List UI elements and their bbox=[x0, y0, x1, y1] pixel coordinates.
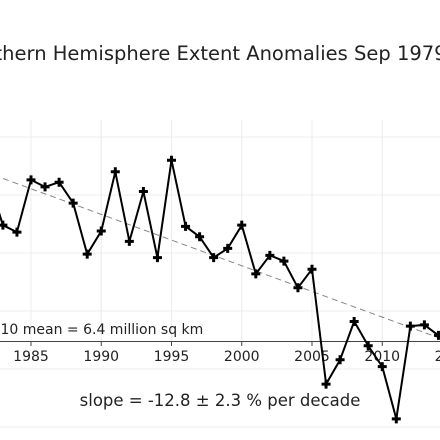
grid-lines bbox=[0, 120, 440, 428]
data-point bbox=[110, 167, 120, 177]
data-point bbox=[251, 269, 261, 279]
data-point bbox=[82, 249, 92, 259]
data-point bbox=[40, 182, 50, 192]
data-point bbox=[0, 220, 8, 230]
data-point bbox=[307, 264, 317, 274]
data-point bbox=[152, 253, 162, 263]
x-tick-label: 1990 bbox=[83, 349, 119, 365]
data-point bbox=[181, 221, 191, 231]
data-point bbox=[433, 330, 440, 340]
x-tick-label: 2015 bbox=[435, 349, 440, 365]
data-point bbox=[405, 321, 415, 331]
data-point bbox=[391, 414, 401, 424]
data-point bbox=[419, 320, 429, 330]
data-point bbox=[223, 243, 233, 253]
data-point bbox=[349, 316, 359, 326]
data-point bbox=[293, 283, 303, 293]
data-point bbox=[54, 177, 64, 187]
data-point bbox=[321, 379, 331, 389]
slope-label: slope = -12.8 ± 2.3 % per decade bbox=[80, 391, 361, 410]
mean-annotation: 1981-2010 mean = 6.4 million sq km bbox=[0, 322, 203, 338]
data-point bbox=[26, 175, 36, 185]
data-point bbox=[167, 155, 176, 165]
x-tick-label: 1985 bbox=[13, 349, 49, 365]
chart-title: Northern Hemisphere Extent Anomalies Sep… bbox=[0, 42, 440, 65]
data-point bbox=[265, 250, 275, 260]
data-point bbox=[237, 220, 247, 230]
series-line bbox=[0, 159, 440, 420]
data-point bbox=[279, 256, 289, 266]
data-point bbox=[363, 341, 373, 351]
x-tick-label: 2000 bbox=[224, 349, 260, 365]
data-points bbox=[0, 155, 440, 424]
data-point bbox=[209, 253, 219, 263]
data-point bbox=[124, 236, 134, 246]
data-point bbox=[96, 226, 106, 236]
x-axis-ticks: 1985199019952000200520102015 bbox=[13, 341, 440, 365]
data-point bbox=[12, 227, 22, 237]
data-point bbox=[138, 187, 148, 197]
data-point bbox=[195, 232, 205, 242]
data-point bbox=[335, 355, 345, 365]
data-point bbox=[68, 198, 78, 208]
x-tick-label: 2005 bbox=[294, 349, 330, 365]
trend-line bbox=[0, 176, 439, 339]
data-point bbox=[377, 362, 387, 372]
x-tick-label: 1995 bbox=[154, 349, 190, 365]
